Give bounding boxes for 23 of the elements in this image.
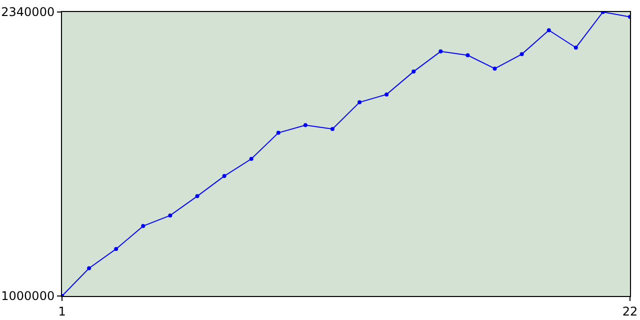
x-tick-label: 22 (622, 304, 638, 318)
point (87, 266, 92, 270)
point (276, 130, 280, 135)
x-tick-label: 1 (58, 304, 66, 318)
point (546, 28, 551, 32)
point (492, 66, 497, 71)
point (114, 246, 118, 251)
point (168, 213, 172, 218)
point (358, 100, 362, 104)
point (195, 194, 200, 198)
point (330, 126, 334, 131)
point (574, 46, 578, 50)
y-tick-label: 2340000 (1, 5, 55, 20)
point (222, 174, 226, 178)
y-tick-label: 1000000 (1, 289, 55, 304)
point (438, 49, 443, 54)
point (520, 52, 524, 56)
point (303, 123, 308, 128)
point (384, 92, 389, 96)
point (466, 53, 470, 58)
point (412, 70, 416, 74)
point (249, 156, 254, 161)
point (141, 224, 146, 228)
